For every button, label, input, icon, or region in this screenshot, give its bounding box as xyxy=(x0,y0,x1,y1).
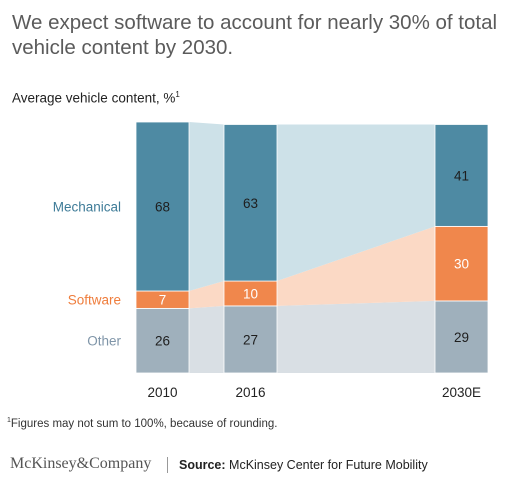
value-label-mechanical-2010: 68 xyxy=(155,199,170,214)
x-tick-labels: 2010 2016 2030E xyxy=(147,385,481,400)
value-label-mechanical-2030e: 41 xyxy=(454,168,469,183)
source-label: Source: xyxy=(179,458,226,472)
connector-bands xyxy=(189,122,435,373)
value-label-other-2030e: 29 xyxy=(454,330,469,345)
footnote-marker: 1 xyxy=(7,417,11,424)
series-label-other: Other xyxy=(87,334,121,349)
bar-other-2016 xyxy=(223,305,278,374)
series-labels: Other Software Mechanical xyxy=(53,199,122,348)
value-label-software-2030e: 30 xyxy=(454,257,469,272)
brand-divider xyxy=(167,457,168,473)
source-line: Source: McKinsey Center for Future Mobil… xyxy=(179,458,428,472)
series-label-mechanical: Mechanical xyxy=(53,199,121,214)
band-software-2016-2030e xyxy=(277,226,435,306)
band-software-2010-2016 xyxy=(189,281,224,309)
bar-mechanical-2010 xyxy=(135,121,190,292)
series-label-software: Software xyxy=(68,293,121,308)
bar-software-2030e xyxy=(434,225,489,302)
subtitle-footnote-marker: 1 xyxy=(175,90,180,99)
band-other-2010-2016 xyxy=(189,305,224,373)
band-mechanical-2010-2016 xyxy=(189,122,224,291)
value-label-other-2010: 26 xyxy=(155,334,170,349)
segment-value-labels: 26 7 68 27 10 63 29 30 41 xyxy=(155,168,469,348)
bar-software-2016 xyxy=(223,280,278,307)
bar-segments xyxy=(135,121,489,374)
bar-mechanical-2030e xyxy=(434,124,489,227)
x-tick-2010: 2010 xyxy=(147,385,177,400)
footnote-text: Figures may not sum to 100%, because of … xyxy=(10,417,278,430)
value-label-software-2010: 7 xyxy=(159,293,167,308)
value-label-software-2016: 10 xyxy=(243,286,258,301)
chart-subtitle: Average vehicle content, %1 xyxy=(12,90,180,106)
bar-mechanical-2016 xyxy=(223,124,278,282)
source-text: McKinsey Center for Future Mobility xyxy=(229,458,428,472)
footnote: 1Figures may not sum to 100%, because of… xyxy=(7,417,277,430)
band-mechanical-2016-2030e xyxy=(277,124,435,282)
value-label-other-2016: 27 xyxy=(243,332,258,347)
chart-title: We expect software to account for nearly… xyxy=(12,11,498,59)
subtitle-text: Average vehicle content, % xyxy=(12,90,176,106)
stacked-bar-chart: 26 7 68 27 10 63 29 30 41 Other Software Mechanica… xyxy=(53,121,489,400)
brand-logo: McKinsey&Company xyxy=(10,455,152,472)
bar-other-2010 xyxy=(135,307,190,374)
x-tick-2030e: 2030E xyxy=(442,385,481,400)
value-label-mechanical-2016: 63 xyxy=(243,196,258,211)
bar-other-2030e xyxy=(434,300,489,374)
band-other-2016-2030e xyxy=(277,300,435,373)
x-tick-2016: 2016 xyxy=(235,385,265,400)
